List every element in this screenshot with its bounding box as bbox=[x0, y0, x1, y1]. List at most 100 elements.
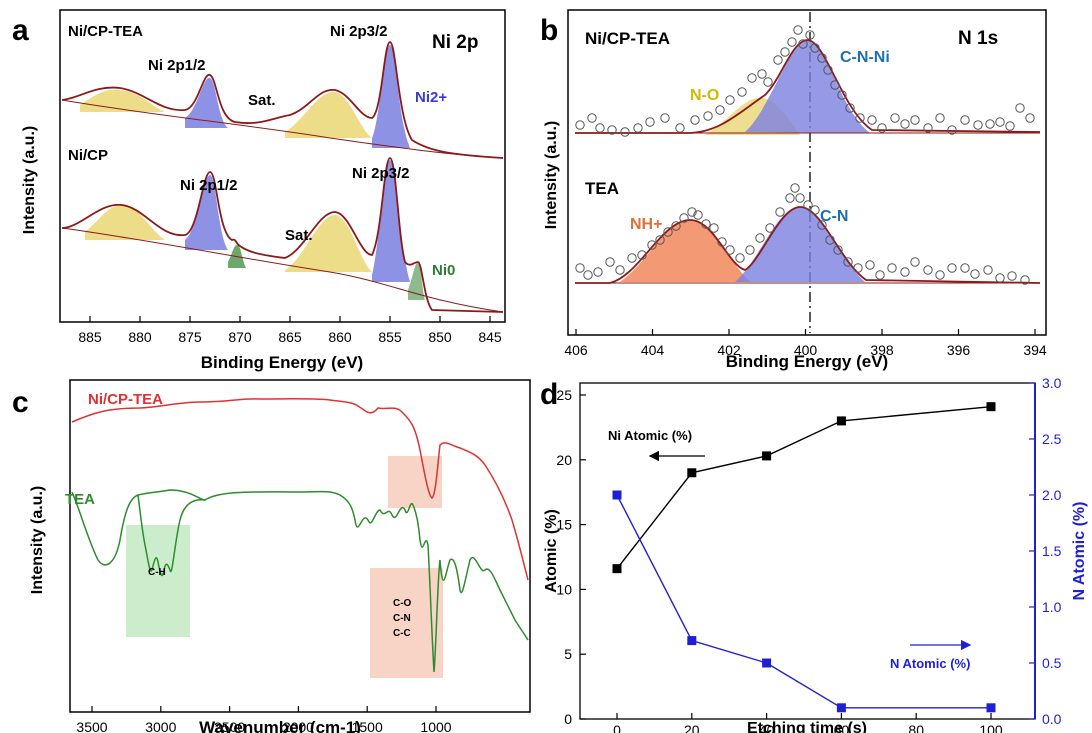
panel-b-scatter-point bbox=[947, 263, 957, 273]
panel-d-yleft-tick-label: 15 bbox=[556, 517, 572, 533]
panel-b-scatter-point bbox=[973, 120, 983, 130]
panel-b-scatter-point bbox=[765, 223, 775, 233]
panel-b: 406 404 402 400 398 396 394 b Ni/CP-TEA N 1s C… bbox=[540, 9, 1047, 371]
panel-b-cn: C-N bbox=[820, 208, 848, 225]
panel-a-letter: a bbox=[12, 14, 29, 47]
panel-b-scatter-point bbox=[935, 113, 945, 123]
panel-b-scatter-point bbox=[833, 245, 843, 255]
panel-a-bottom-sat2-fill bbox=[285, 215, 372, 272]
panel-c-xlabel: Wavenumber (cm-1) bbox=[199, 718, 361, 733]
panel-b-scatter-point bbox=[633, 123, 643, 133]
panel-d-yleft-tick-label: 5 bbox=[564, 646, 572, 662]
a-ticks-tick-label: 880 bbox=[128, 329, 152, 345]
panel-d-point-left bbox=[612, 564, 622, 574]
panel-d-yright-tick-label: 1.0 bbox=[1042, 599, 1062, 615]
panel-b-scatter-point bbox=[817, 53, 827, 63]
panel-d-point-right bbox=[612, 490, 622, 500]
panel-a-label-bottom: Ni/CP bbox=[68, 147, 108, 164]
panel-b-scatter-point bbox=[725, 95, 735, 105]
panel-d-point-right bbox=[687, 636, 697, 646]
panel-d-yright-tick-label: 1.5 bbox=[1042, 543, 1062, 559]
panel-d-yleft-tick-label: 0 bbox=[564, 711, 572, 727]
panel-b-scatter-point bbox=[735, 253, 745, 263]
b-ticks-tick-label: 402 bbox=[717, 342, 741, 358]
panel-a-top-p32-fill bbox=[372, 45, 410, 148]
panel-b-ylabel: Intensity (a.u.) bbox=[543, 121, 560, 229]
panel-b-scatter-point bbox=[620, 127, 630, 137]
panel-b-scatter-point bbox=[985, 119, 995, 129]
panel-c-ylabel: Intensity (a.u.) bbox=[29, 486, 46, 594]
panel-d-point-left bbox=[836, 416, 846, 426]
panel-b-scatter-point bbox=[780, 47, 790, 57]
panel-b-scatter-point bbox=[855, 113, 865, 123]
b-ticks-tick-label: 406 bbox=[564, 342, 588, 358]
panel-d-point-right bbox=[836, 703, 846, 713]
b-ticks-tick-label: 400 bbox=[794, 342, 818, 358]
panel-a-top-p12-fill bbox=[185, 77, 228, 128]
panel-b-scatter-point bbox=[970, 269, 980, 279]
panel-b-scatter-point bbox=[595, 123, 605, 133]
b-ticks-tick-label: 394 bbox=[1023, 342, 1047, 358]
panel-d-ticks: 0 20 40 60 80 100 0 5 10 15 20 25 0.0 0.5 1.0 1.5 2.0 2.5… bbox=[556, 375, 1061, 733]
panel-b-scatter-point bbox=[647, 240, 657, 250]
panel-d: 0 20 40 60 80 100 0 5 10 15 20 25 0.0 0.5 1.0 1.5 2.0 2.5… bbox=[540, 375, 1088, 733]
panel-d-x-tick-label: 80 bbox=[908, 722, 924, 733]
panel-a-top-sat2-fill bbox=[285, 91, 372, 138]
panel-b-scatter-point bbox=[663, 227, 673, 237]
panel-a-xlabel: Binding Energy (eV) bbox=[201, 353, 363, 372]
panel-b-scatter-point bbox=[757, 69, 767, 79]
panel-d-yright-tick-label: 2.0 bbox=[1042, 487, 1062, 503]
panel-a-sat-top: Sat. bbox=[248, 92, 276, 109]
panel-b-scatter-point bbox=[745, 245, 755, 255]
panel-b-scatter-point bbox=[995, 117, 1005, 127]
panel-c-nicp-tea-curve bbox=[71, 398, 529, 581]
panel-c-frame bbox=[69, 379, 531, 713]
panel-d-yright-tick-label: 3.0 bbox=[1042, 375, 1062, 391]
panel-c-x-ticks: 3500 3000 2500 2000 1500 1000 bbox=[76, 706, 452, 733]
panel-b-scatter-point bbox=[947, 125, 957, 135]
panel-b-scatter-point bbox=[715, 105, 725, 115]
panel-b-scatter-point bbox=[995, 273, 1005, 283]
panel-b-scatter-point bbox=[1015, 103, 1025, 113]
panel-c-cn: C-N bbox=[393, 613, 411, 624]
panel-b-scatter-point bbox=[960, 115, 970, 125]
panel-b-scatter-point bbox=[843, 257, 853, 267]
panel-c-cc: C-C bbox=[393, 628, 411, 639]
panel-b-bottom-fit bbox=[575, 206, 1041, 284]
c-ticks-tick-label: 2500 bbox=[214, 719, 245, 733]
panel-b-scatter-point bbox=[737, 87, 747, 97]
c-ticks-tick-label: 1000 bbox=[420, 719, 451, 733]
panel-b-scatter-point bbox=[830, 80, 840, 90]
panel-b-scatter-point bbox=[867, 115, 877, 125]
c-ticks-tick-label: 2000 bbox=[283, 719, 314, 733]
a-ticks-tick-label: 845 bbox=[478, 329, 502, 345]
panel-d-point-right bbox=[986, 703, 996, 713]
panel-b-scatter-point bbox=[1020, 275, 1030, 285]
a-ticks-tick-label: 855 bbox=[378, 329, 402, 345]
panel-d-yleft-tick-label: 10 bbox=[556, 581, 572, 597]
panel-c-ch: C-H bbox=[148, 567, 166, 578]
panel-d-yright-tick-label: 0.0 bbox=[1042, 711, 1062, 727]
panel-a-bottom-sat1-fill bbox=[85, 205, 165, 240]
panel-b-scatter-point bbox=[935, 270, 945, 280]
panel-b-scatter-point bbox=[627, 253, 637, 263]
panel-d-point-left bbox=[687, 468, 697, 478]
panel-b-scatter-point bbox=[583, 270, 593, 280]
panel-b-scatter-point bbox=[717, 237, 727, 247]
panel-d-ni-legend: Ni Atomic (%) bbox=[608, 428, 692, 443]
panel-b-scatter-point bbox=[865, 260, 875, 270]
panel-b-scatter-point bbox=[960, 263, 970, 273]
panel-b-scatter-point bbox=[747, 73, 757, 83]
panel-b-label-top: Ni/CP-TEA bbox=[585, 29, 670, 48]
panel-b-scatter-point bbox=[900, 119, 910, 129]
panel-b-scatter-point bbox=[785, 193, 795, 203]
panel-b-scatter-point bbox=[803, 200, 813, 210]
panel-b-scatter-point bbox=[660, 113, 670, 123]
panel-a-bottom-baseline bbox=[61, 227, 504, 313]
panel-b-scatter-point bbox=[790, 183, 800, 193]
panel-b-scatter-point bbox=[693, 210, 703, 220]
b-ticks-tick-label: 398 bbox=[870, 342, 894, 358]
panel-d-ylabel-left: Atomic (%) bbox=[543, 509, 560, 593]
panel-a-bottom-fit bbox=[61, 157, 504, 313]
panel-a-region: Ni 2p bbox=[432, 32, 478, 53]
